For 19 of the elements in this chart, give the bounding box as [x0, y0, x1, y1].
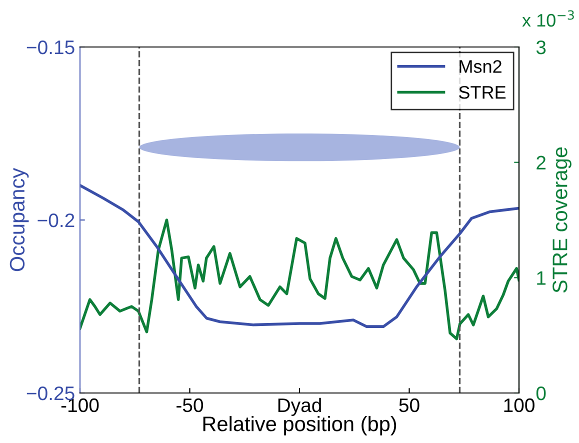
y2-tick-label: 3 [536, 40, 546, 54]
text: x 10$^{−3}$ [522, 10, 574, 27]
x-tick-label: -100 [61, 398, 99, 412]
y2-tick-label: 1 [537, 271, 546, 285]
y-tick-label: −0.25 [26, 386, 74, 400]
y-tick-label: −0.2 [38, 213, 74, 228]
legend-label: STRE [459, 86, 506, 99]
y2-axis-title: STRE coverage [552, 147, 572, 293]
x-tick-label: 100 [504, 398, 534, 412]
x-tick-label: -50 [176, 398, 204, 412]
y2-tick-label: 2 [536, 156, 546, 170]
line-series [80, 184, 519, 328]
x-tick-label: Dyad [278, 398, 321, 416]
y-axis-title: Occupancy [10, 168, 29, 272]
y-tick-label: −0.15 [26, 40, 74, 54]
x-tick-label: 50 [399, 398, 420, 412]
legend-label: Msn2 [460, 60, 502, 73]
x-axis-title: Relative position (bp) [203, 416, 396, 436]
y2-tick-label: 0 [536, 386, 546, 400]
